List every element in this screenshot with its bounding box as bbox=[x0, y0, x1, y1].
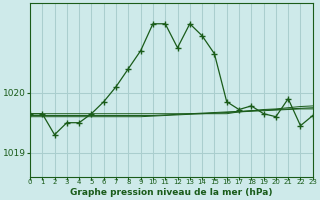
X-axis label: Graphe pression niveau de la mer (hPa): Graphe pression niveau de la mer (hPa) bbox=[70, 188, 273, 197]
